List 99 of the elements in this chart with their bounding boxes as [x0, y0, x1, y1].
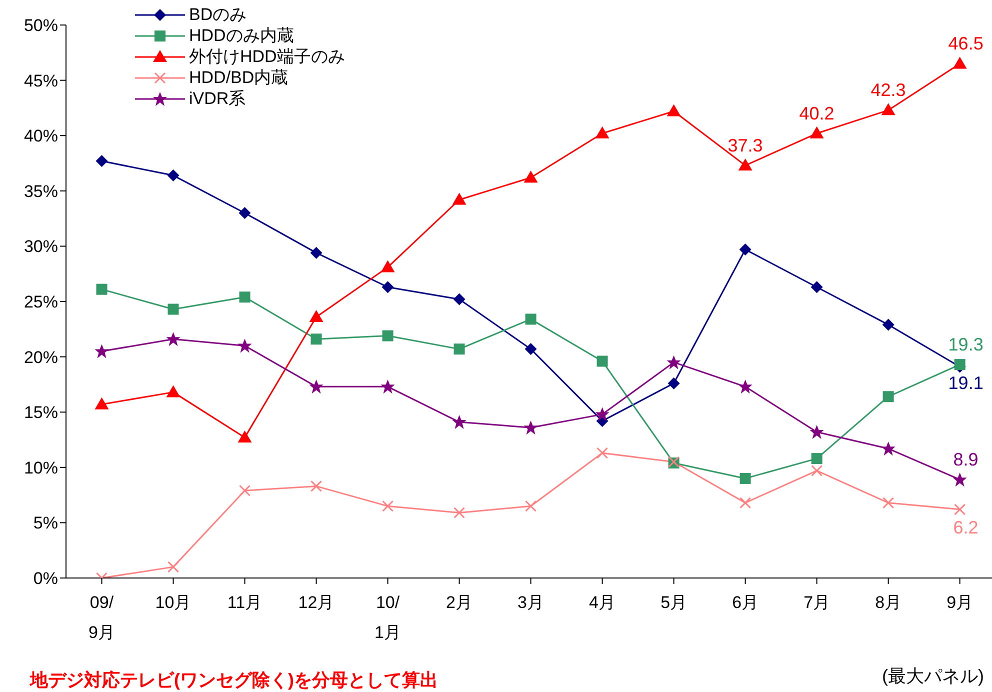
point — [310, 334, 322, 345]
point — [166, 332, 180, 346]
data-label: 19.3 — [948, 334, 984, 355]
point — [454, 344, 465, 355]
point — [310, 480, 322, 492]
point — [168, 561, 180, 573]
x-tick-label: 10月 — [155, 593, 192, 612]
point — [310, 246, 322, 259]
x-tick-label: 11月 — [227, 593, 262, 612]
point — [666, 104, 681, 116]
point — [954, 359, 966, 370]
point — [239, 484, 251, 496]
y-tick-label: 15% — [24, 403, 58, 422]
x-tick-label: 8月 — [875, 593, 902, 612]
point — [596, 356, 608, 367]
point — [524, 343, 537, 356]
point — [239, 292, 250, 303]
point — [96, 155, 108, 168]
x-tick-label: 6月 — [732, 593, 759, 612]
point — [595, 126, 610, 138]
point — [740, 472, 751, 484]
text: 地デジ対応テレビ(ワンセグ除く)を分母として算出 — [30, 669, 438, 692]
point — [952, 56, 967, 69]
point — [167, 169, 180, 182]
point — [94, 397, 109, 410]
data-label: 42.3 — [870, 80, 906, 100]
point — [382, 281, 394, 294]
point — [96, 284, 108, 295]
point — [740, 497, 752, 509]
y-tick-label: 30% — [24, 237, 58, 256]
point — [738, 380, 752, 394]
point — [952, 472, 967, 487]
y-tick-label: 10% — [24, 458, 58, 478]
y-tick-label: 25% — [24, 292, 58, 312]
legend-label: HDDのみ内蔵 — [189, 25, 294, 47]
point — [382, 500, 394, 512]
point — [454, 506, 466, 518]
point — [525, 314, 536, 325]
point — [168, 304, 179, 315]
point — [595, 407, 610, 422]
point — [666, 355, 681, 370]
data-label: 6.2 — [953, 517, 978, 538]
point — [739, 244, 752, 256]
y-tick-label: 35% — [24, 182, 58, 201]
x-tick-label: 5月 — [660, 593, 688, 612]
point — [380, 260, 395, 272]
point — [238, 430, 252, 443]
point — [810, 425, 824, 440]
data-label: 37.3 — [728, 135, 763, 156]
x-tick-label: 09/ 9月 — [88, 593, 115, 642]
legend-label: 外付けHDD端子のみ — [189, 46, 345, 68]
x-tick-label: 9月 — [946, 593, 974, 612]
point — [811, 453, 822, 464]
text: (最大パネル) — [882, 665, 984, 688]
point — [524, 170, 538, 183]
x-tick-label: 7月 — [804, 593, 830, 612]
legend-label: iVDR系 — [189, 88, 246, 110]
x-tick-label: 10/ 1月 — [374, 593, 402, 642]
legend-label: HDD/BD内蔵 — [189, 67, 288, 89]
point — [882, 318, 894, 331]
point — [452, 415, 466, 430]
point — [596, 447, 608, 459]
data-label: 19.1 — [948, 372, 984, 393]
point — [525, 500, 537, 512]
point — [94, 344, 109, 358]
y-tick-label: 0% — [33, 569, 58, 588]
point — [954, 504, 966, 516]
point — [881, 442, 896, 456]
point — [882, 391, 894, 402]
point — [452, 192, 466, 205]
point — [382, 330, 394, 342]
point — [453, 293, 466, 306]
point — [668, 377, 680, 390]
point — [810, 281, 823, 294]
point — [881, 103, 896, 116]
point — [811, 464, 823, 476]
point — [309, 380, 324, 394]
y-tick-label: 50% — [24, 16, 58, 36]
data-label: 40.2 — [799, 103, 834, 124]
data-label: 8.9 — [953, 450, 978, 470]
point — [238, 338, 252, 353]
point — [882, 497, 894, 509]
data-label: 46.5 — [948, 34, 984, 54]
point — [810, 126, 824, 138]
legend-label: BDのみ — [189, 4, 247, 26]
point — [238, 207, 251, 220]
point — [309, 310, 324, 322]
point — [380, 380, 395, 394]
y-tick-label: 5% — [33, 514, 58, 533]
y-tick-label: 20% — [24, 348, 58, 367]
x-tick-label: 4月 — [589, 593, 616, 612]
point — [738, 158, 752, 170]
point — [166, 385, 180, 398]
x-tick-label: 3月 — [518, 593, 544, 612]
x-tick-label: 12月 — [298, 593, 334, 612]
y-tick-label: 45% — [24, 71, 58, 90]
y-tick-label: 40% — [24, 126, 58, 146]
x-tick-label: 2月 — [446, 593, 473, 612]
point — [524, 420, 538, 435]
